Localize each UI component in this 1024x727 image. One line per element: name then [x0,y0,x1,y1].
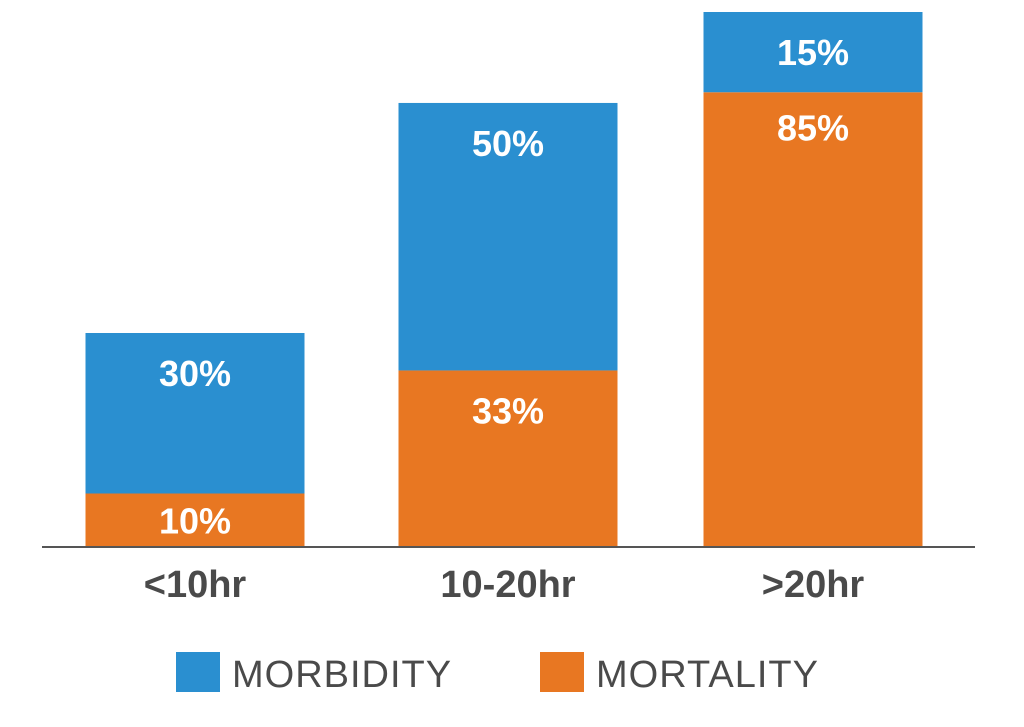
bar-mortality-3 [703,92,923,547]
data-label-mortality-1: 10% [159,500,231,541]
bar-morbidity-2 [398,102,618,371]
data-labels-group: 10% 30% 33% 50% 85% 15% [159,32,849,541]
x-tick-labels: <10hr 10-20hr >20hr [144,564,865,606]
x-tick-label-2: 10-20hr [440,564,575,606]
data-label-morbidity-2: 50% [472,123,544,164]
bar-morbidity-3 [703,12,923,93]
bar-mortality-2 [398,370,618,547]
bars-group [85,12,923,547]
data-label-mortality-2: 33% [472,390,544,431]
legend-swatch-mortality [540,652,584,692]
x-tick-label-1: <10hr [144,564,247,606]
data-label-morbidity-3: 15% [777,32,849,73]
bar-morbidity-1 [85,333,305,494]
bar-mortality-1 [85,493,305,547]
legend-label-mortality: MORTALITY [596,654,819,696]
data-label-mortality-3: 85% [777,107,849,148]
legend: MORBIDITY MORTALITY [176,652,819,696]
legend-swatch-morbidity [176,652,220,692]
legend-label-morbidity: MORBIDITY [232,654,452,696]
x-tick-label-3: >20hr [762,564,865,606]
data-label-morbidity-1: 30% [159,353,231,394]
